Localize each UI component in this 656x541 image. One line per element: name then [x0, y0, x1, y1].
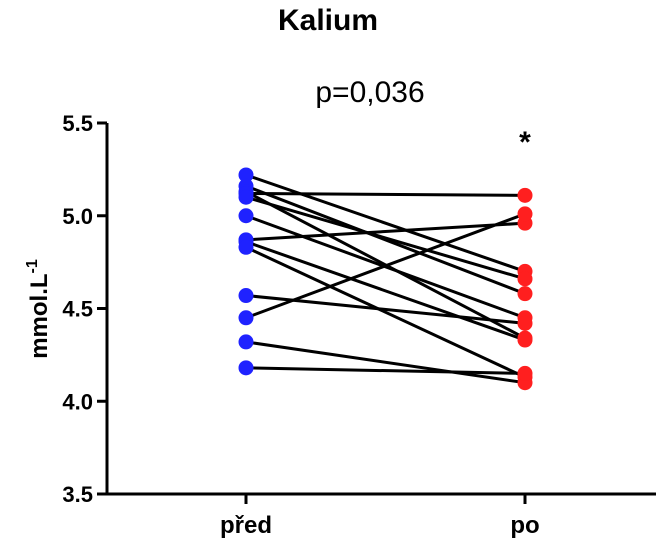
chart-subtitle: p=0,036 [315, 76, 425, 109]
pair-line [245, 184, 526, 296]
pair-line [245, 221, 526, 242]
significance-marker: * [519, 126, 531, 159]
y-tick-label: 4.0 [62, 389, 93, 414]
pair-line [245, 245, 526, 379]
point-pred [238, 334, 254, 350]
point-pred [238, 189, 254, 205]
point-pred [238, 239, 254, 255]
y-axis-label: mmol.L-1 [24, 259, 53, 359]
point-pred [238, 360, 254, 376]
y-axis-label-superscript: -1 [24, 259, 41, 273]
point-pred [238, 288, 254, 304]
point-po [517, 187, 533, 203]
pair-line [245, 191, 526, 197]
y-tick-label: 4.5 [62, 297, 93, 322]
point-po [517, 365, 533, 381]
y-tick-label: 3.5 [62, 482, 93, 507]
point-po [517, 315, 533, 331]
point-po [517, 286, 533, 302]
point-po [517, 271, 533, 287]
x-tick-label: před [220, 512, 272, 539]
pair-line [245, 366, 526, 375]
chart-title: Kalium [277, 4, 379, 37]
pair-line [245, 195, 526, 281]
pair-line [245, 240, 526, 342]
point-po [517, 206, 533, 222]
pair-line [245, 212, 526, 320]
point-pred [238, 167, 254, 183]
pair-line [245, 294, 526, 325]
pair-line [245, 173, 526, 273]
pair-line [245, 340, 526, 385]
point-pred [238, 310, 254, 326]
y-tick-label: 5.5 [62, 111, 93, 136]
point-pred [238, 208, 254, 224]
point-po [517, 332, 533, 348]
x-tick-label: po [510, 512, 539, 539]
y-tick-label: 5.0 [62, 204, 93, 229]
